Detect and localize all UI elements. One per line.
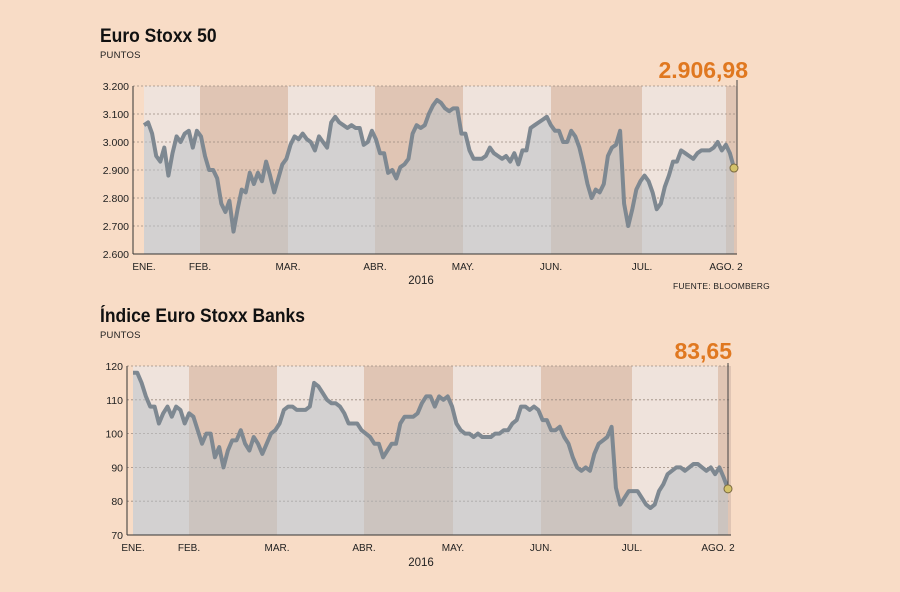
x-tick-label: ABR. <box>363 262 386 273</box>
y-tick-label: 70 <box>111 530 123 542</box>
y-tick-label: 3.100 <box>103 109 129 121</box>
x-tick-label: ENE. <box>121 543 144 554</box>
y-tick-label: 80 <box>111 496 123 508</box>
y-tick-label: 3.200 <box>103 81 129 93</box>
y-tick-label: 3.000 <box>103 137 129 149</box>
last-value-label: 83,65 <box>674 338 732 364</box>
x-tick-label: MAY. <box>442 543 464 554</box>
y-tick-label: 120 <box>105 361 123 373</box>
x-tick-label: MAY. <box>452 262 474 273</box>
series-line <box>133 370 730 510</box>
x-tick-label: JUN. <box>540 262 562 273</box>
x-tick-label: MAR. <box>276 262 301 273</box>
last-value-label: 2.906,98 <box>658 57 748 83</box>
y-tick-label: 2.800 <box>103 193 129 205</box>
y-tick-label: 100 <box>105 429 123 441</box>
y-tick-label: 2.900 <box>103 165 129 177</box>
units-label: PUNTOS <box>100 330 141 341</box>
x-tick-label: FEB. <box>189 262 211 273</box>
x-tick-label: ENE. <box>132 262 155 273</box>
year-label: 2016 <box>408 275 434 287</box>
x-tick-label: FEB. <box>178 543 200 554</box>
chart-panel-eurostoxx50: Euro Stoxx 50 PUNTOS 2.906,98 FUENTE: BL… <box>100 26 770 291</box>
series-line <box>142 98 736 234</box>
x-tick-label: MAR. <box>265 543 290 554</box>
chart-title: Índice Euro Stoxx Banks <box>100 306 305 327</box>
x-tick-label: AGO. 2 <box>709 262 743 273</box>
y-tick-label: 2.700 <box>103 221 129 233</box>
last-value-marker <box>723 484 733 494</box>
year-label: 2016 <box>408 557 434 569</box>
series-area <box>144 100 734 254</box>
x-tick-label: JUL. <box>622 543 643 554</box>
units-label: PUNTOS <box>100 50 141 61</box>
source-label: FUENTE: BLOOMBERG <box>673 281 770 291</box>
series-area <box>133 372 728 535</box>
chart-title: Euro Stoxx 50 <box>100 26 217 47</box>
y-tick-label: 90 <box>111 462 123 474</box>
y-tick-label: 2.600 <box>103 249 129 261</box>
y-tick-label: 110 <box>106 395 123 407</box>
x-tick-label: JUN. <box>530 543 552 554</box>
x-tick-label: JUL. <box>632 262 653 273</box>
x-tick-label: AGO. 2 <box>701 543 735 554</box>
last-value-marker <box>729 163 739 173</box>
x-tick-label: ABR. <box>352 543 375 554</box>
